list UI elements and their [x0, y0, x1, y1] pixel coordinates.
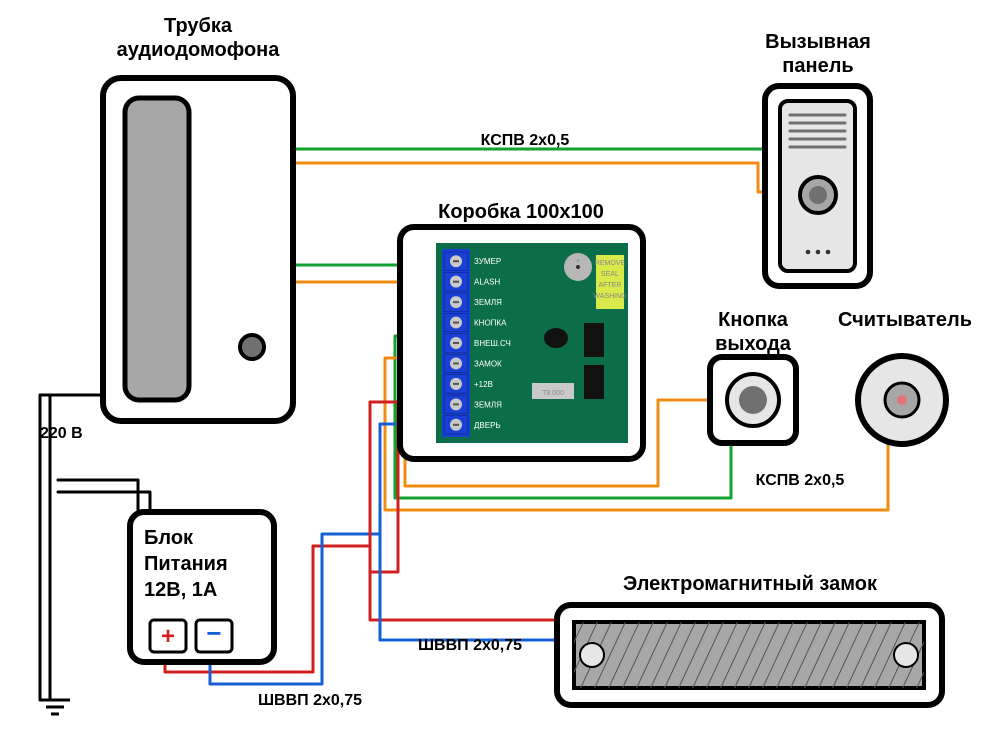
wiring-diagram: Трубкааудиодомофона Вызывнаяпанель Коробка… [0, 0, 1000, 748]
svg-text:Кнопка: Кнопка [718, 309, 789, 331]
svg-text:12В, 1А: 12В, 1А [144, 579, 217, 601]
svg-text:Коробка 100х100: Коробка 100х100 [438, 201, 604, 223]
svg-text:ЗУМЕР: ЗУМЕР [474, 257, 501, 266]
svg-text:КСПВ 2х0,5: КСПВ 2х0,5 [756, 472, 845, 489]
svg-text:220 В: 220 В [40, 425, 83, 442]
svg-text:T8.000: T8.000 [542, 390, 564, 397]
svg-text:ДВЕРЬ: ДВЕРЬ [474, 421, 501, 430]
svg-text:выхода: выхода [715, 333, 792, 355]
svg-text:ЗЕМЛЯ: ЗЕМЛЯ [474, 298, 502, 307]
svg-text:КСПВ 2х0,5: КСПВ 2х0,5 [481, 132, 570, 149]
svg-text:ЗАМОК: ЗАМОК [474, 359, 502, 368]
svg-text:+: + [161, 623, 175, 650]
svg-text:SEAL: SEAL [601, 271, 619, 278]
svg-text:REMOVE: REMOVE [595, 260, 626, 267]
svg-text:панель: панель [782, 55, 853, 77]
svg-text:WASHING: WASHING [593, 293, 626, 300]
svg-text:+12В: +12В [474, 380, 493, 389]
svg-text:Считыватель: Считыватель [838, 309, 972, 331]
svg-text:AFTER: AFTER [599, 282, 622, 289]
svg-text:Питания: Питания [144, 553, 228, 575]
svg-text:−: − [206, 618, 221, 648]
svg-text:ЗЕМЛЯ: ЗЕМЛЯ [474, 400, 502, 409]
svg-text:ВНЕШ.СЧ: ВНЕШ.СЧ [474, 339, 511, 348]
svg-text:аудиодомофона: аудиодомофона [117, 39, 281, 61]
svg-text:Вызывная: Вызывная [765, 31, 871, 53]
svg-text:КНОПКА: КНОПКА [474, 319, 507, 328]
svg-text:Электромагнитный замок: Электромагнитный замок [623, 573, 878, 595]
svg-text:+: + [576, 258, 580, 265]
svg-text:ШВВП 2х0,75: ШВВП 2х0,75 [258, 692, 362, 709]
svg-text:Блок: Блок [144, 527, 194, 549]
svg-text:Трубка: Трубка [164, 15, 233, 37]
svg-text:ALASH: ALASH [474, 278, 500, 287]
svg-text:ШВВП 2х0,75: ШВВП 2х0,75 [418, 637, 522, 654]
